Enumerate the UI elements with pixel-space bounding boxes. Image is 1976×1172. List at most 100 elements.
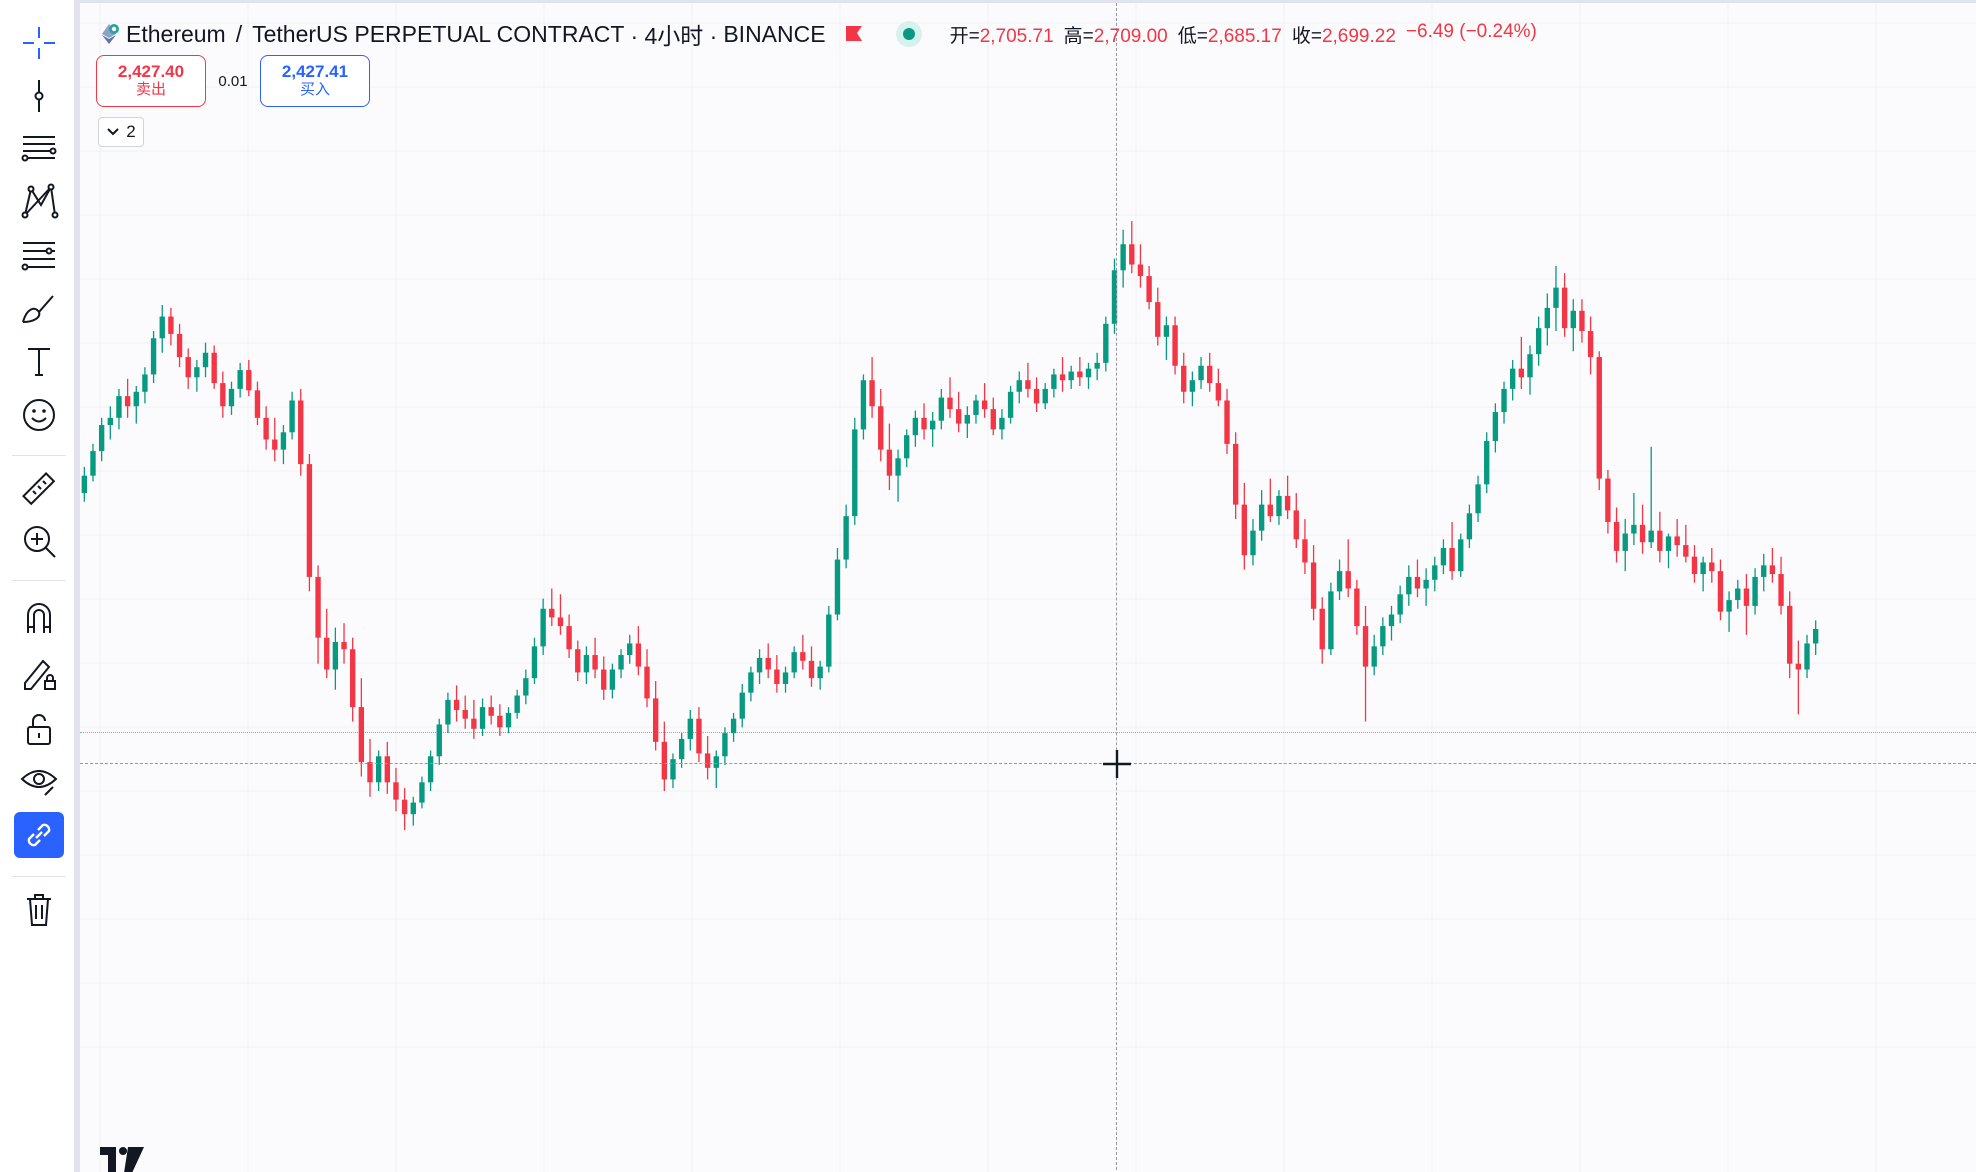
candle-body xyxy=(107,417,113,426)
candle xyxy=(704,736,711,780)
candle-body xyxy=(1761,565,1767,577)
candle xyxy=(1371,634,1377,676)
candle-body xyxy=(1475,484,1481,514)
link-icon[interactable] xyxy=(14,812,64,858)
candle xyxy=(202,342,209,378)
candle xyxy=(194,359,200,392)
candle xyxy=(765,643,771,679)
candle-body xyxy=(1198,365,1204,381)
magnet-icon[interactable] xyxy=(14,594,64,640)
candle-body xyxy=(826,614,832,667)
candle xyxy=(1735,579,1741,609)
flag-icon[interactable] xyxy=(844,24,864,44)
candle xyxy=(1198,357,1204,389)
lock-drawing-icon[interactable] xyxy=(14,650,64,696)
crosshair-icon[interactable] xyxy=(14,20,64,66)
sell-price: 2,427.40 xyxy=(117,62,185,82)
candle xyxy=(471,699,477,739)
candle-body xyxy=(1414,576,1421,589)
candle xyxy=(427,750,434,791)
buy-button[interactable]: 2,427.41 买入 xyxy=(260,55,370,107)
candle-body xyxy=(358,707,365,763)
candle xyxy=(531,637,538,684)
tradingview-logo-icon[interactable] xyxy=(98,1143,146,1172)
candle xyxy=(514,689,520,719)
sell-button[interactable]: 2,427.40 卖出 xyxy=(96,55,206,107)
candle-body xyxy=(168,316,174,334)
candle xyxy=(1674,519,1680,557)
candle-body xyxy=(1388,614,1395,627)
candle-body xyxy=(1743,588,1750,606)
candle-body xyxy=(1544,307,1550,329)
fib-icon[interactable] xyxy=(14,232,64,278)
symbol-name[interactable]: Ethereum xyxy=(126,20,226,47)
candle xyxy=(566,614,572,658)
candle-body xyxy=(817,666,823,679)
buy-price: 2,427.41 xyxy=(281,62,349,82)
candlestick-chart[interactable] xyxy=(80,3,1976,1172)
candle-body xyxy=(1284,495,1291,511)
zoom-in-icon[interactable] xyxy=(14,518,64,564)
candle-body xyxy=(1258,504,1265,531)
candle-body xyxy=(1406,576,1412,595)
candle xyxy=(852,417,858,525)
candle xyxy=(1406,565,1412,606)
candle-body xyxy=(1042,388,1048,404)
emoji-icon[interactable] xyxy=(14,392,64,438)
candle-body xyxy=(1432,565,1438,580)
candle-body xyxy=(1120,244,1126,271)
eye-icon[interactable] xyxy=(14,758,64,804)
candle-body xyxy=(1484,440,1490,485)
candle-body xyxy=(81,475,88,494)
candle-body xyxy=(341,642,347,650)
candle xyxy=(1795,640,1802,715)
candle-body xyxy=(583,655,590,673)
brush-icon[interactable] xyxy=(14,285,64,331)
candle-body xyxy=(592,655,598,670)
candle xyxy=(990,397,996,436)
candle-body xyxy=(116,396,122,418)
horizontal-lines-icon[interactable] xyxy=(14,125,64,171)
candle-body xyxy=(739,692,745,719)
ethereum-logo-icon[interactable] xyxy=(98,23,120,45)
candle xyxy=(1709,548,1715,583)
candle xyxy=(1241,482,1248,570)
exchange-name[interactable]: BINANCE xyxy=(723,20,826,47)
pattern-icon[interactable] xyxy=(14,178,64,224)
candle xyxy=(601,656,607,700)
candle-body xyxy=(1336,571,1343,592)
candle xyxy=(1691,545,1698,583)
candle-body xyxy=(601,669,607,690)
candle-body xyxy=(1691,556,1698,575)
candle xyxy=(1449,521,1455,580)
candle xyxy=(1726,591,1732,632)
candle-body xyxy=(1137,264,1144,277)
ohlc-values: 开=2,705.71 高=2,709.00 低=2,685.17 收=2,699… xyxy=(950,21,1537,48)
candle-body xyxy=(1631,524,1637,534)
candle-body xyxy=(687,718,693,739)
candle xyxy=(1362,605,1369,722)
candle-body xyxy=(1579,310,1585,332)
candle xyxy=(627,634,633,664)
candle-body xyxy=(1700,562,1706,575)
trash-icon[interactable] xyxy=(14,886,64,932)
candle xyxy=(1345,539,1351,598)
interval-label[interactable]: · 4小时 · xyxy=(630,23,718,49)
candle xyxy=(1059,357,1066,392)
chart-pane[interactable]: Ethereum / TetherUS PERPETUAL CONTRACT ·… xyxy=(80,0,1976,1172)
candle-body xyxy=(1717,571,1724,612)
candle-body xyxy=(618,655,624,670)
candle-body xyxy=(315,576,321,638)
candle-body xyxy=(479,707,486,729)
candle xyxy=(1336,559,1343,601)
lock-icon[interactable] xyxy=(14,706,64,752)
candle xyxy=(1683,524,1689,563)
indicators-toggle-button[interactable]: 2 xyxy=(98,117,144,147)
quote-name[interactable]: TetherUS PERPETUAL CONTRACT xyxy=(252,20,625,47)
text-icon[interactable] xyxy=(14,338,64,384)
ruler-icon[interactable] xyxy=(14,466,64,512)
candle xyxy=(1553,265,1559,332)
trendline-icon[interactable] xyxy=(14,73,64,119)
candle xyxy=(592,637,598,679)
candle-body xyxy=(1639,524,1646,543)
